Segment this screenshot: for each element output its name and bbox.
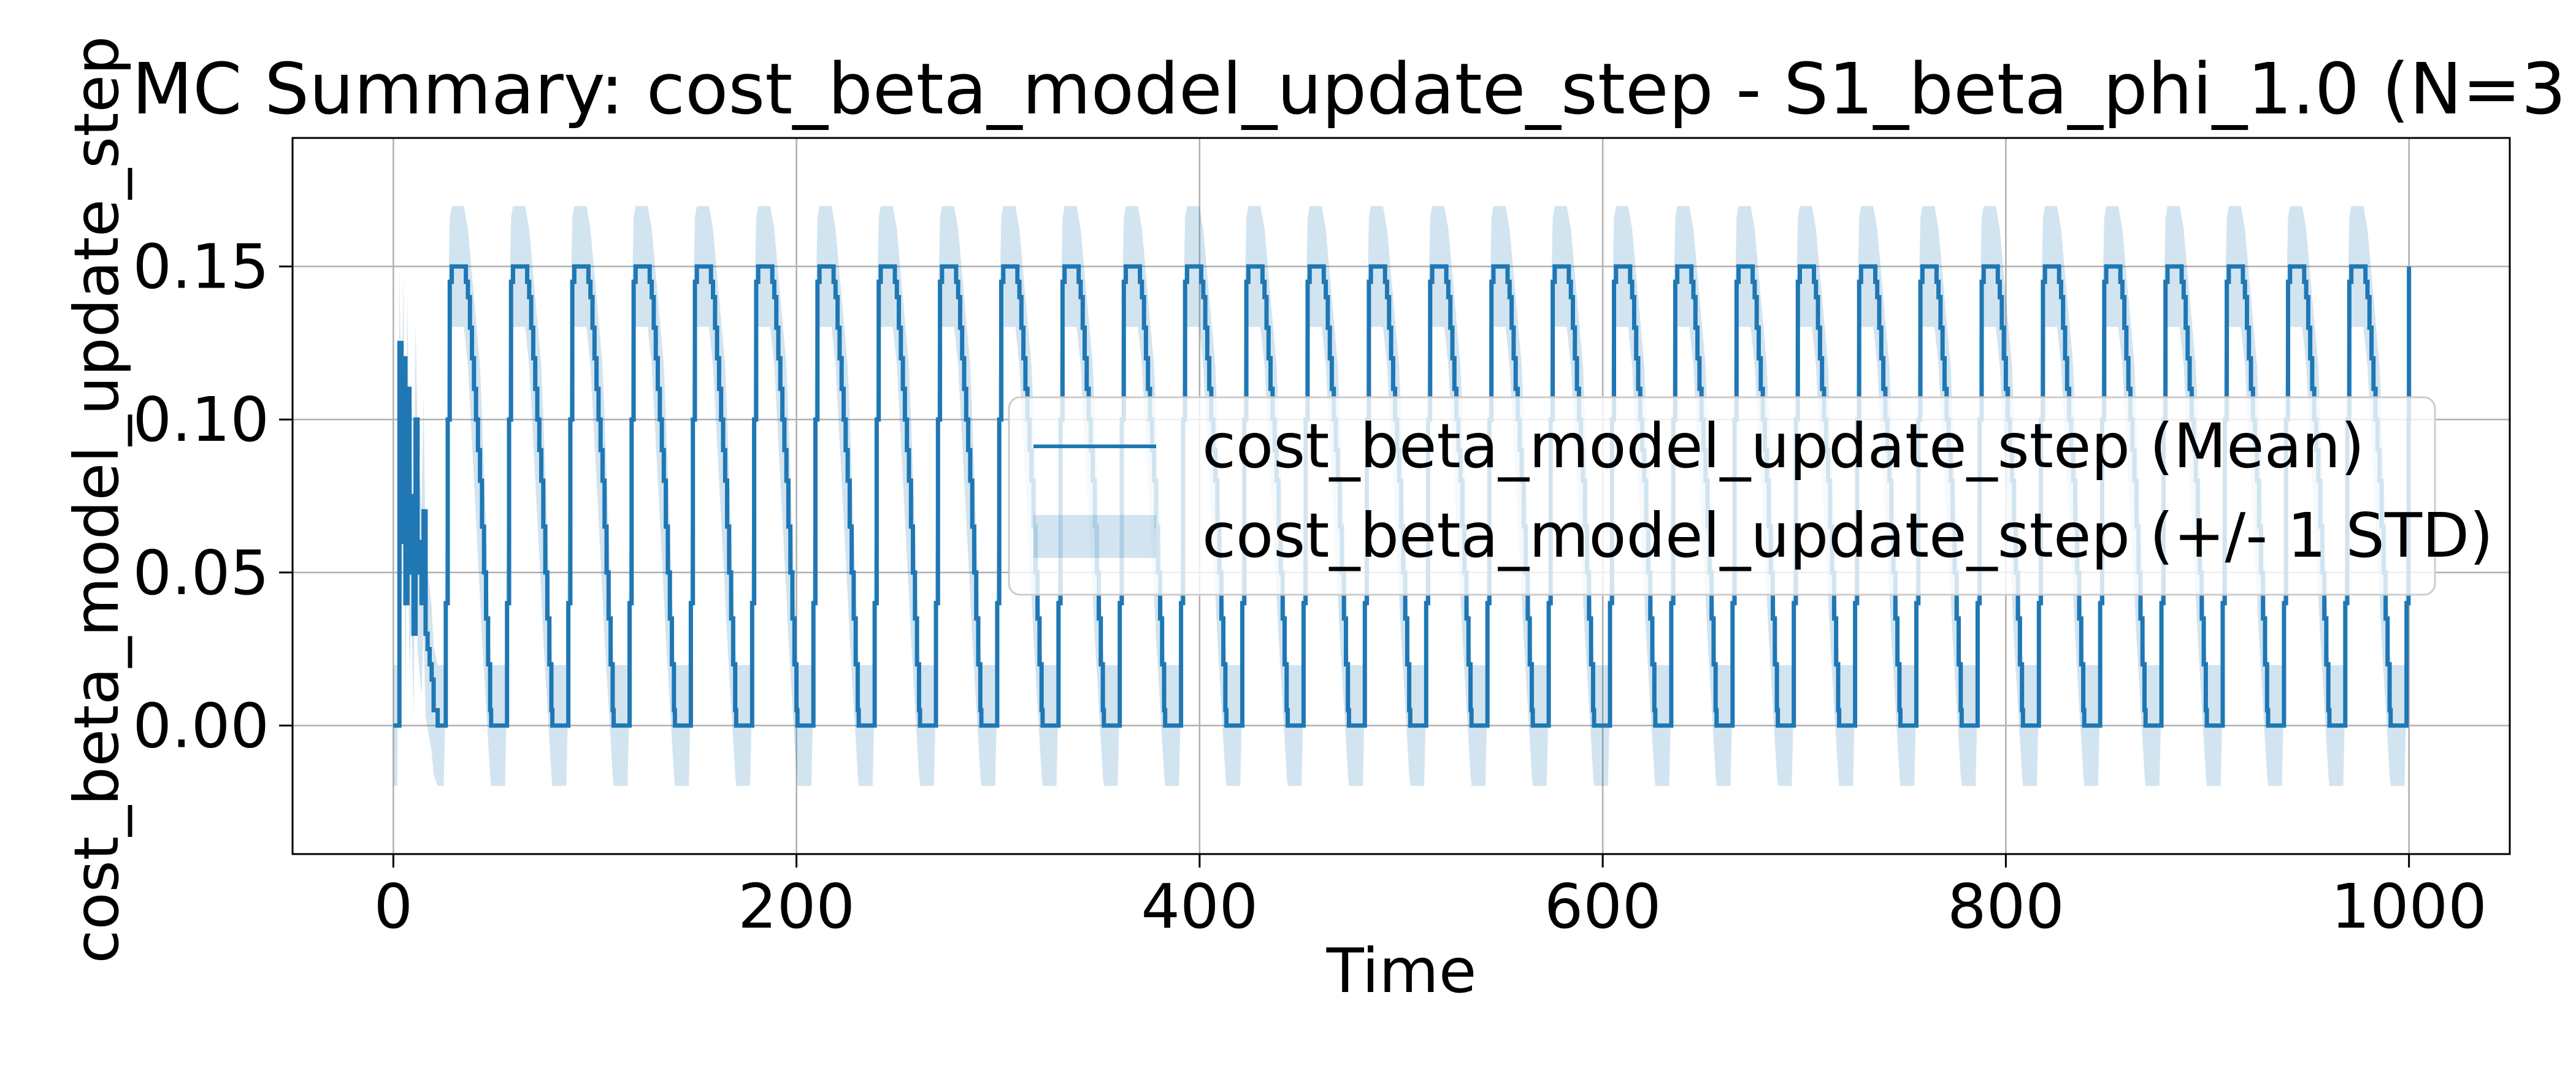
legend-std-label: cost_beta_model_update_step (+/- 1 STD)	[1202, 500, 2493, 571]
y-axis-ticks: 0.00 0.05 0.10 0.15	[132, 231, 293, 761]
legend-std-band-swatch	[1033, 515, 1156, 558]
x-axis-label: Time	[1326, 935, 1477, 1007]
x-axis-ticks: 0 200 400 600 800 1000	[374, 854, 2487, 942]
x-tick-label-2: 400	[1141, 871, 1258, 942]
x-tick-label-0: 0	[374, 871, 413, 942]
plot-frame	[291, 137, 2511, 855]
y-tick-label-1: 0.05	[132, 537, 269, 609]
legend: cost_beta_model_update_step (Mean) cost_…	[1008, 396, 2493, 596]
x-tick-label-3: 600	[1544, 871, 1662, 942]
y-tick-label-2: 0.10	[132, 384, 269, 456]
y-axis-label: cost_beta_model_update_step	[61, 36, 132, 964]
x-tick-label-1: 200	[738, 871, 855, 942]
legend-mean-label: cost_beta_model_update_step (Mean)	[1202, 410, 2364, 482]
y-tick-label-0: 0.00	[132, 690, 269, 761]
x-tick-label-5: 1000	[2331, 871, 2487, 942]
chart-title: MC Summary: cost_beta_model_update_step …	[132, 48, 2566, 131]
y-tick-label-3: 0.15	[132, 231, 269, 303]
legend-box	[1008, 396, 2436, 596]
x-tick-label-4: 800	[1947, 871, 2064, 942]
